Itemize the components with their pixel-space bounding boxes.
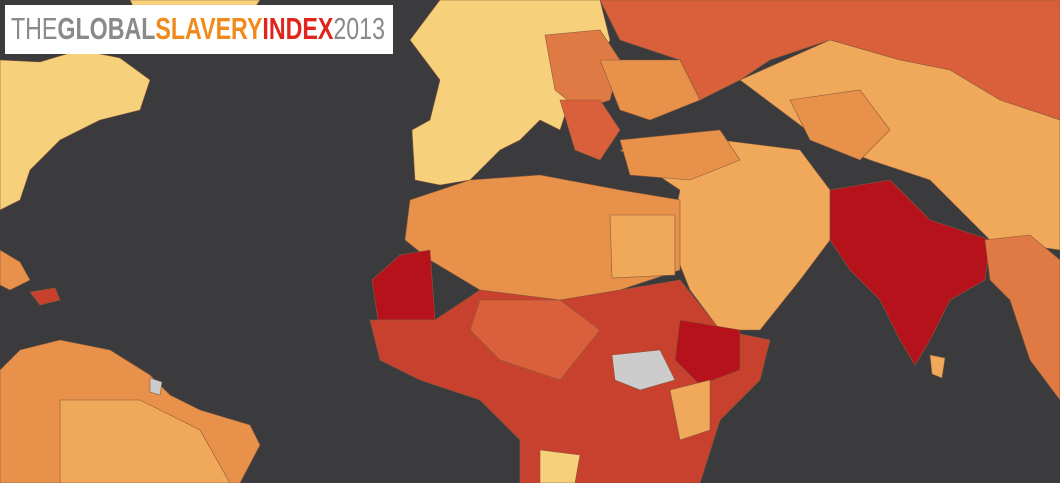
brazil [59,399,231,483]
kenya [669,379,711,441]
ethiopia [674,319,741,386]
angola [539,449,581,483]
haiti [29,287,61,306]
kazakhstan [789,89,891,161]
no-data [149,377,163,396]
southeast-asia [984,234,1060,401]
sahel [469,299,601,381]
india-pakistan [829,179,991,366]
sri-lanka [929,354,946,379]
caribbean [0,249,31,291]
title: THEGLOBALSLAVERYINDEX2013 [11,11,385,46]
sub-saharan-africa [369,279,771,483]
title-part: GLOBAL [57,11,155,46]
title-part: THE [11,11,57,46]
eastern-europe [544,29,621,111]
mauritania [371,249,436,321]
egypt [609,214,676,279]
title-part: INDEX [262,11,333,46]
title-part: 2013 [333,11,385,46]
balkans [559,99,621,161]
title-part: SLAVERY [155,11,262,46]
ukraine [599,59,701,121]
turkey [619,129,741,181]
south-sudan [611,349,676,391]
title-box [5,5,393,54]
